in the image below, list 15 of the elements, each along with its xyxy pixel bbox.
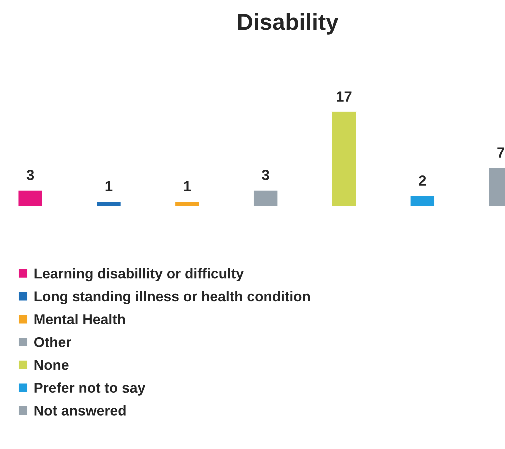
data-label: 7 [498, 148, 504, 158]
legend-label: Long standing illness or health condition [34, 291, 310, 304]
data-label: 17 [337, 92, 352, 102]
data-label: 2 [419, 176, 426, 186]
legend-label: Other [34, 336, 72, 348]
legend-label: Not answered [34, 405, 126, 416]
data-label: 1 [184, 181, 192, 192]
data-label: 3 [26, 170, 34, 180]
legend-label: None [34, 360, 69, 370]
chart-title: Disability [238, 13, 339, 35]
data-label: 3 [262, 170, 270, 180]
data-label: 1 [106, 181, 113, 192]
legend-label: Mental Health [34, 314, 126, 325]
legend-label: Prefer not to say [34, 382, 146, 396]
legend-label: Learning disabillity or difficulty [34, 268, 244, 282]
